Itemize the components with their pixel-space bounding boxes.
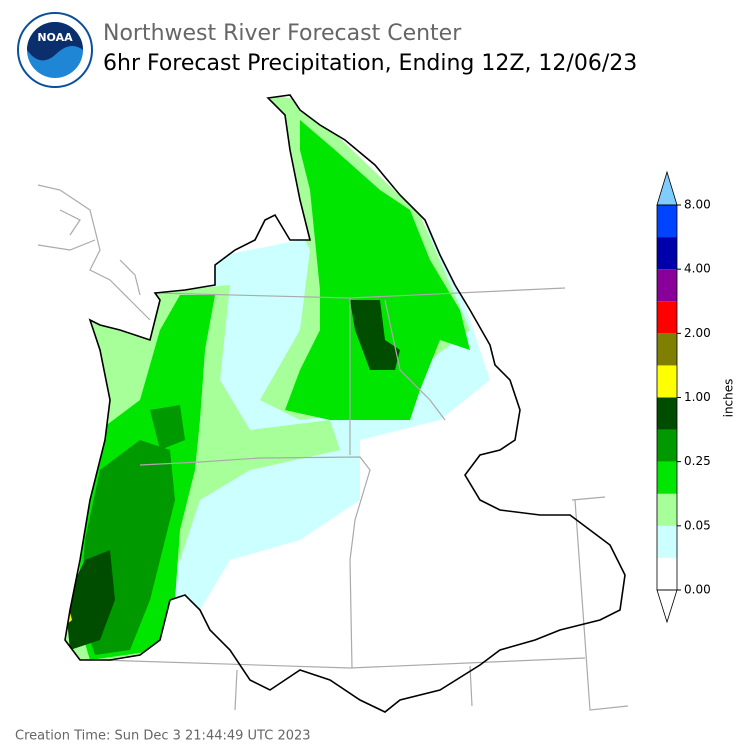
tick-label: 0.00	[684, 583, 711, 597]
tick-label: 2.00	[684, 326, 711, 340]
logo-text: NOAA	[37, 31, 73, 44]
color-band	[657, 205, 677, 238]
color-band	[657, 333, 677, 366]
color-band	[657, 237, 677, 270]
over-arrow	[656, 170, 678, 206]
color-band	[657, 493, 677, 526]
noaa-logo: NOAA	[17, 12, 93, 88]
color-band	[657, 269, 677, 302]
colorbar-label: inches	[722, 379, 736, 418]
map-area	[37, 94, 629, 713]
subtitle: 6hr Forecast Precipitation, Ending 12Z, …	[103, 51, 637, 76]
color-band	[657, 557, 677, 590]
creation-time: Creation Time: Sun Dec 3 21:44:49 UTC 20…	[15, 729, 311, 744]
color-band	[657, 397, 677, 430]
color-band	[657, 461, 677, 494]
color-band	[657, 525, 677, 558]
color-band	[657, 429, 677, 462]
tick-label: 1.00	[684, 390, 711, 404]
tick-label: 4.00	[684, 262, 711, 276]
color-band	[657, 365, 677, 398]
tick-label: 0.25	[684, 454, 711, 468]
tick-label: 0.05	[684, 518, 711, 532]
tick-label: 8.00	[684, 198, 711, 212]
colorbar: 0.00 0.05 0.25 1.00 2.00 4.00 8.00	[656, 170, 711, 624]
title: Northwest River Forecast Center	[103, 21, 462, 46]
under-arrow	[656, 589, 678, 624]
color-band	[657, 301, 677, 334]
